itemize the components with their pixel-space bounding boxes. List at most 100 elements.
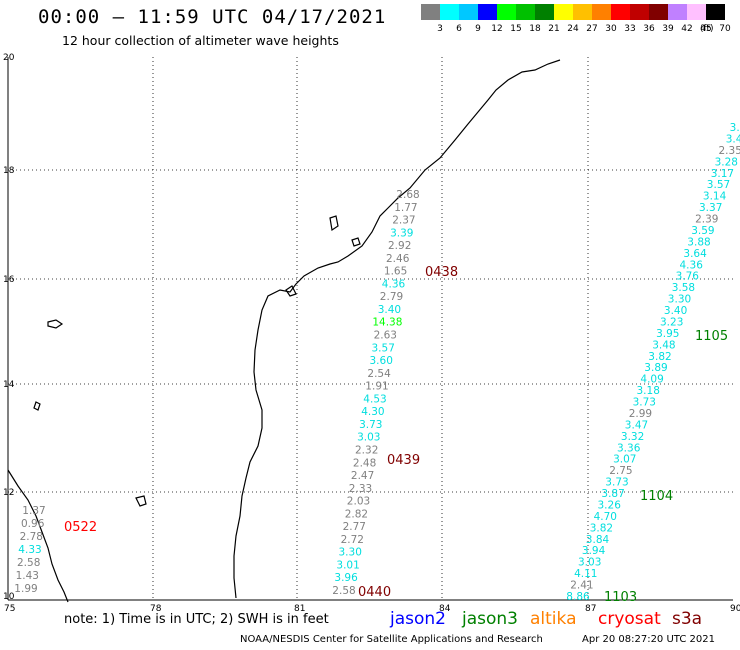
track-time-label: 1104 — [640, 489, 673, 504]
track-time-label: 0440 — [358, 585, 391, 600]
swh-value-label: 3.95 — [656, 328, 679, 340]
coastline-south-america-west — [7, 469, 69, 603]
legend-label: 33 — [624, 24, 636, 34]
swh-value-label: 4.53 — [363, 393, 386, 405]
swh-value-label: 1.65 — [384, 266, 407, 278]
swh-value-label: 1.77 — [394, 202, 417, 214]
swh-value-label: 3.32 — [621, 431, 644, 443]
swh-value-label: 3.64 — [683, 248, 707, 260]
legend-swatch — [687, 4, 706, 20]
swh-value-label: 3.89 — [644, 362, 667, 374]
legend-swatch — [592, 4, 611, 20]
swh-value-label: 2.48 — [353, 457, 376, 469]
swh-value-label: 3.01 — [336, 560, 359, 572]
swh-value-label: 3.47 — [625, 419, 648, 431]
swh-value-label: 4.36 — [680, 259, 704, 271]
swh-value-label: 3.87 — [601, 488, 624, 500]
legend-swatch — [535, 4, 554, 20]
swh-value-label: 3.82 — [590, 522, 613, 534]
track-time-label: 1105 — [695, 329, 728, 344]
swh-value-label: 1.99 — [14, 583, 37, 595]
legend-unit: (ft) — [700, 24, 714, 34]
island-sw — [33, 401, 41, 411]
swh-value-label: 3.94 — [582, 545, 606, 557]
swh-value-label: 3.26 — [598, 500, 622, 512]
legend-swatch — [649, 4, 668, 20]
legend-label: 6 — [456, 24, 462, 34]
island-pt — [285, 285, 297, 297]
swh-value-label: 2.75 — [609, 465, 632, 477]
swh-value-label: 2.82 — [345, 508, 368, 520]
legend-swatch — [516, 4, 535, 20]
legend-label: 18 — [529, 24, 541, 34]
lat-tick-label: 20 — [3, 53, 15, 63]
swh-value-label: 2.92 — [388, 240, 411, 252]
swh-value-label: 4.11 — [574, 568, 597, 580]
lat-tick-label: 10 — [3, 592, 15, 602]
swh-value-label: 3.48 — [652, 339, 675, 351]
legend-label: 3 — [437, 24, 443, 34]
swh-value-label: 3.59 — [691, 225, 714, 237]
legend-swatch — [573, 4, 592, 20]
lat-tick-label: 12 — [3, 488, 14, 498]
swh-value-label: 3.03 — [357, 432, 380, 444]
swh-value-label: 2.32 — [355, 445, 378, 457]
island-north — [329, 215, 339, 232]
lon-tick-label: 78 — [150, 604, 162, 614]
legend-label: 21 — [548, 24, 560, 34]
track-time-label: 0439 — [387, 453, 420, 468]
coastline — [7, 59, 561, 603]
swh-value-label: 3.84 — [586, 534, 610, 546]
swh-value-label: 3.57 — [707, 179, 730, 191]
footnote: note: 1) Time is in UTC; 2) SWH is in fe… — [64, 612, 329, 627]
satellite-jason3-label: jason3 — [462, 609, 518, 629]
swh-value-label: 3.30 — [668, 294, 691, 306]
legend-swatch — [497, 4, 516, 20]
swh-value-label: 4.09 — [640, 374, 663, 386]
swh-value-label: 3.40 — [378, 304, 401, 316]
swh-value-label: 2.63 — [374, 330, 397, 342]
swh-value-label: 3.96 — [334, 572, 358, 584]
swh-value-label: 3.37 — [699, 202, 722, 214]
legend-swatch — [611, 4, 630, 20]
swh-value-label: 3.73 — [605, 477, 628, 489]
satellite-s3a-label: s3a — [672, 609, 703, 629]
swh-value-label: 2.47 — [351, 470, 374, 482]
swh-value-label: 2.37 — [392, 215, 415, 227]
credit-line: NOAA/NESDIS Center for Satellite Applica… — [240, 634, 543, 645]
swh-value-label: 14.38 — [372, 317, 402, 329]
legend-swatch — [554, 4, 573, 20]
swh-value-label: 2.99 — [629, 408, 652, 420]
satellite-cryosat-label: cryosat — [598, 609, 661, 629]
generated-timestamp: Apr 20 08:27:20 UTC 2021 — [582, 634, 715, 645]
map-title: 00:00 – 11:59 UTC 04/17/2021 — [38, 6, 387, 28]
track-time-label: 1103 — [604, 590, 637, 605]
lat-tick-label: 14 — [3, 380, 15, 390]
swh-value-label: 2.03 — [347, 496, 370, 508]
swh-value-label: 2.77 — [343, 521, 366, 533]
swh-value-label: 3.39 — [390, 227, 413, 239]
swh-value-label: 1.37 — [22, 505, 45, 517]
swh-value-label: 0.96 — [21, 518, 45, 530]
legend-label: 27 — [586, 24, 598, 34]
legend-swatch — [706, 4, 725, 20]
swh-value-label: 4.30 — [361, 406, 384, 418]
swh-value-label: 4.36 — [382, 278, 406, 290]
swh-value-label: 2.72 — [341, 534, 364, 546]
track-time-label: 0522 — [64, 520, 97, 535]
lon-tick-label: 90 — [730, 604, 740, 614]
swh-value-label: 3.07 — [613, 454, 636, 466]
island-small — [351, 237, 361, 247]
map-subtitle: 12 hour collection of altimeter wave hei… — [62, 33, 339, 48]
coastline-central-america — [233, 59, 561, 599]
swh-value-label: 3.4 — [726, 133, 740, 145]
lat-lon-grid — [7, 57, 733, 601]
swh-value-label: 2.54 — [367, 368, 391, 380]
swh-value-label: 3.14 — [703, 191, 727, 203]
swh-value-label: 3.60 — [370, 355, 393, 367]
swh-value-label: 3.03 — [578, 557, 601, 569]
swh-value-label: 2.46 — [386, 253, 410, 265]
legend-label: 30 — [605, 24, 617, 34]
legend-label: 70 — [719, 24, 731, 34]
